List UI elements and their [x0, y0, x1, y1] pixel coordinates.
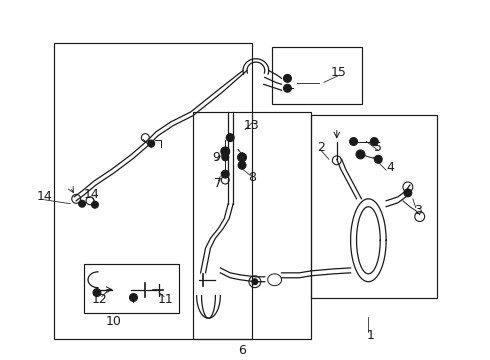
Circle shape [226, 134, 234, 141]
Bar [311, 115, 438, 297]
Circle shape [129, 293, 137, 301]
Circle shape [93, 289, 101, 297]
Bar [84, 264, 179, 313]
Circle shape [221, 170, 229, 178]
Text: 1: 1 [367, 329, 374, 342]
Circle shape [79, 200, 86, 207]
Text: 11: 11 [158, 293, 174, 306]
Bar [271, 47, 363, 104]
Circle shape [92, 201, 98, 208]
Circle shape [374, 156, 382, 163]
Text: 2: 2 [317, 141, 325, 154]
Circle shape [222, 154, 229, 161]
Circle shape [238, 161, 246, 169]
Text: 6: 6 [238, 344, 246, 357]
Text: 10: 10 [106, 315, 122, 328]
Circle shape [148, 140, 155, 147]
Bar [54, 43, 252, 339]
Circle shape [356, 150, 365, 159]
Text: 12: 12 [92, 293, 108, 306]
Text: 7: 7 [214, 176, 222, 189]
Circle shape [404, 189, 412, 197]
Text: 14: 14 [84, 188, 100, 201]
Text: 4: 4 [386, 161, 394, 174]
Circle shape [370, 138, 378, 145]
Text: 9: 9 [213, 151, 220, 164]
Text: 14: 14 [37, 190, 52, 203]
Circle shape [221, 147, 230, 156]
Text: 5: 5 [374, 141, 382, 154]
Bar [193, 112, 311, 339]
Text: 3: 3 [414, 204, 422, 217]
Text: 15: 15 [331, 66, 347, 79]
Circle shape [238, 153, 246, 162]
Text: 13: 13 [244, 119, 260, 132]
Circle shape [252, 279, 258, 285]
Circle shape [284, 75, 292, 82]
Circle shape [284, 84, 292, 92]
Text: 8: 8 [248, 171, 256, 184]
Circle shape [350, 138, 358, 145]
